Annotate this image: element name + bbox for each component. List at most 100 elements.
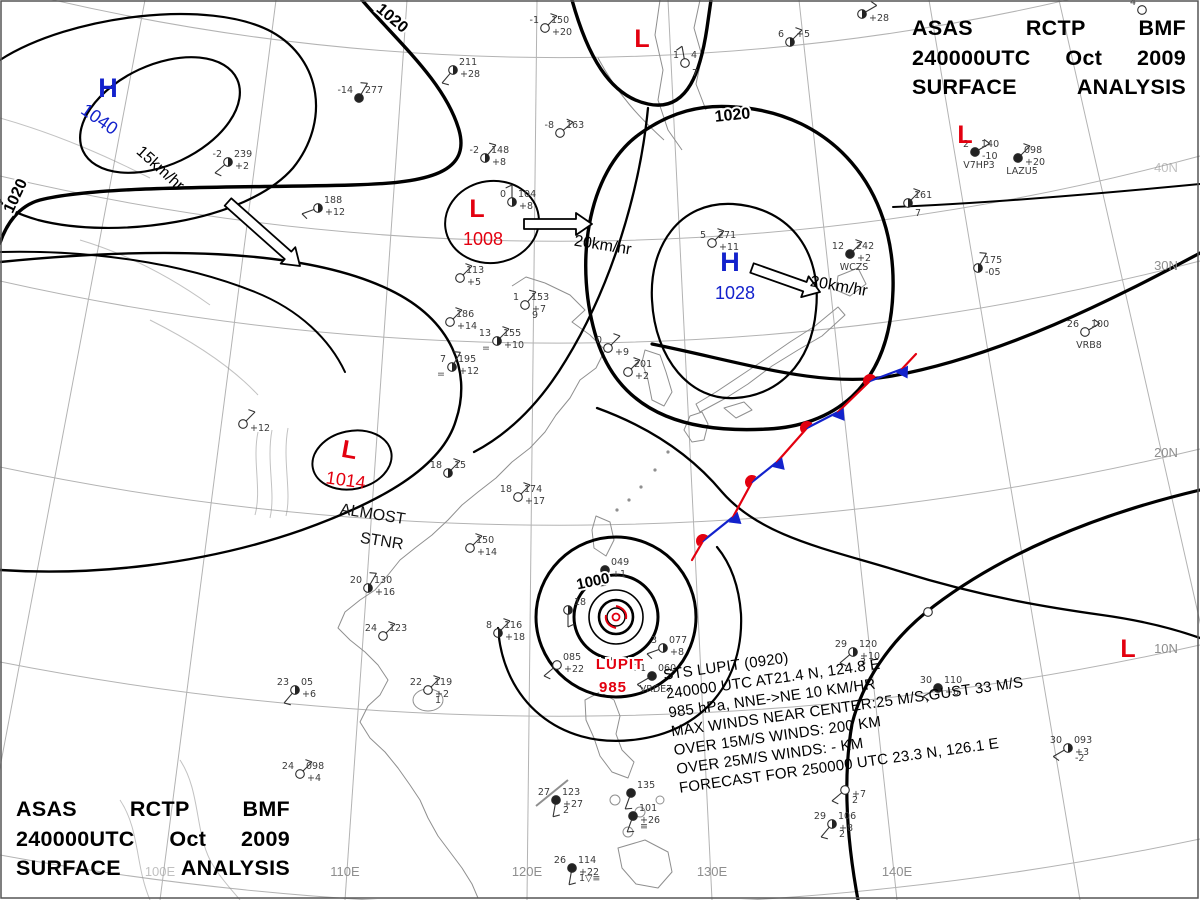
title-word: 2009 [1136, 45, 1186, 70]
station-value: 077 [669, 635, 687, 646]
station-value: -2 [470, 145, 479, 156]
station-value: 1 [513, 292, 519, 303]
wind-barb [520, 484, 531, 495]
station-value: +12 [325, 207, 345, 218]
wind-barb [978, 143, 990, 151]
station-value: 150 [476, 535, 494, 546]
station-value: = [482, 343, 490, 354]
wind-barb-feather [675, 45, 683, 51]
title-word: 240000UTC [912, 45, 1031, 70]
wind-barb-feather [248, 409, 256, 413]
station-value: +28 [869, 13, 889, 24]
station-circle [970, 147, 980, 157]
wind-barb [487, 144, 497, 156]
station-value: 116 [504, 620, 522, 631]
station-plot: 29 120+103 [835, 639, 880, 668]
station-value: 3 [651, 635, 657, 646]
map-title-bottom: ASAS RCTP BMF 240000UTC Oct 2009 SURFACE… [16, 795, 290, 884]
station-circle [1137, 5, 1147, 15]
typhoon-pressure-label: 985 [599, 679, 627, 696]
station-value: 175 [984, 255, 1002, 266]
station-value: +6 [302, 689, 316, 700]
station-value: 123 [562, 787, 580, 798]
front-segment [731, 480, 754, 519]
station-plot: 22 119+21 [410, 675, 452, 706]
wind-barb [385, 623, 396, 634]
wind-barb [360, 83, 368, 95]
wind-barb [820, 826, 830, 838]
station-value: 113 [466, 265, 484, 276]
station-plot: 4 [1130, 0, 1147, 15]
station-half-fill [498, 628, 503, 638]
station-value: 7 [692, 68, 698, 79]
title-word: 240000UTC [16, 826, 135, 851]
wind-barb [979, 253, 987, 265]
station-plot: 23 05+6 [277, 677, 316, 706]
wind-barb [714, 230, 725, 241]
station-plot: 26 100 VRB8 [1067, 319, 1109, 351]
station-circle [623, 367, 633, 377]
station-plot: -8 163 [545, 118, 584, 138]
graticule-labels: 100E 110E 120E 130E 140E 40N 30N 20N 10N [145, 160, 1178, 879]
wind-barb [792, 29, 803, 40]
front-segment [750, 460, 779, 484]
station-plot: 5 271+11 [700, 228, 739, 253]
station-value: 24 [365, 623, 377, 634]
wind-barb [865, 5, 877, 13]
station-value: 26 [1067, 319, 1079, 330]
title-word: BMF [1138, 16, 1186, 40]
station-value: = [437, 369, 445, 380]
station-plot: 31 060 VRDE7 [634, 663, 676, 695]
station-value: 18 [500, 484, 512, 495]
wind-barb-feather [627, 830, 635, 833]
station-value: +5 [796, 29, 810, 40]
title-line-3: SURFACE ANALYSIS [912, 73, 1186, 103]
wind-barb-feather [1052, 756, 1060, 761]
wind-barb [214, 164, 226, 174]
station-value: +8 [519, 201, 533, 212]
station-half-fill [568, 605, 573, 615]
wind-barb-feather [613, 333, 621, 337]
station-value: 163 [566, 120, 584, 131]
station-value: 30 [1050, 735, 1062, 746]
title-word: ASAS [16, 797, 77, 822]
station-value: 242 [856, 241, 874, 252]
station-value: 161 [914, 190, 932, 201]
wind-barb [923, 689, 935, 697]
title-line-1: ASAS RCTP BMF [16, 795, 290, 825]
wind-barb-feather [529, 289, 537, 293]
station-plot: 24 098+4 [282, 759, 324, 784]
title-word: BMF [242, 797, 290, 822]
station-circle [513, 492, 523, 502]
station-plot: 188+12 [301, 195, 345, 220]
station-plot: 1 4 7 [673, 45, 698, 79]
wind-barb-feather [646, 653, 653, 660]
station-plot: 8 116+18 [486, 618, 525, 643]
front-segment [690, 539, 705, 562]
front-segment [775, 426, 809, 464]
station-value: 114 [578, 855, 596, 866]
station-plot: 27 123+272 [538, 787, 583, 818]
wind-barb-feather [831, 800, 839, 805]
station-value: 0 [596, 335, 602, 346]
station-value: +22 [564, 664, 584, 675]
high-1028-letter: H [720, 247, 740, 277]
wind-barb [852, 241, 863, 252]
title-word: Oct [169, 826, 207, 851]
wind-barb-feather [475, 533, 483, 537]
low-1008-pressure: 1008 [463, 229, 503, 249]
low-1014-note-line1: ALMOST [339, 501, 407, 528]
wind-barb-feather [543, 675, 551, 680]
station-circle [845, 249, 855, 259]
wind-barb-feather [503, 618, 511, 622]
station-value: 20 [350, 575, 362, 586]
station-half-fill [295, 685, 300, 695]
wind-barb [462, 265, 473, 276]
station-value: +20 [1025, 157, 1045, 168]
movement-arrows [223, 197, 821, 298]
low-1014-letter: L [339, 435, 359, 465]
station-half-fill [228, 157, 233, 167]
